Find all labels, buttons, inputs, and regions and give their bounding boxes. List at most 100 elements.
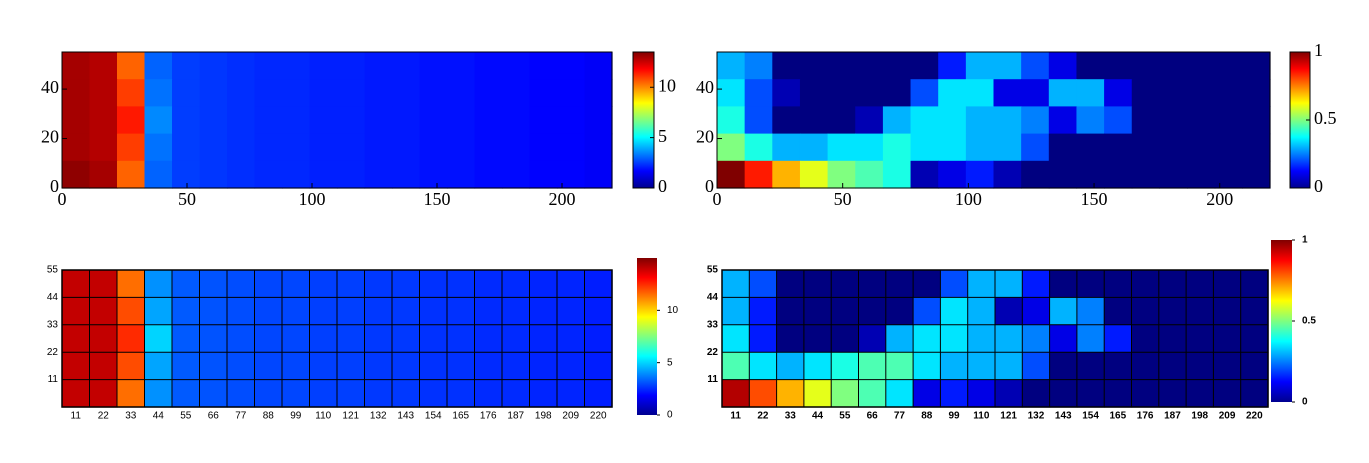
heat-cell bbox=[117, 297, 146, 326]
x-tick-label: 198 bbox=[535, 411, 552, 422]
heat-cell bbox=[62, 160, 91, 189]
heat-cell bbox=[749, 270, 778, 298]
heat-cell bbox=[89, 324, 118, 353]
heat-cell bbox=[584, 324, 613, 353]
y-tick-label: 11 bbox=[48, 374, 59, 385]
heat-cell bbox=[419, 270, 448, 298]
heat-cell bbox=[364, 106, 393, 135]
heat-cell bbox=[1104, 106, 1133, 135]
heat-cell bbox=[227, 324, 256, 353]
heat-cell bbox=[1131, 270, 1160, 298]
colorbar-tick-label: 0.5 bbox=[1302, 316, 1316, 327]
heat-cell bbox=[227, 270, 256, 298]
heat-cell bbox=[254, 79, 283, 107]
heat-cell bbox=[1104, 270, 1133, 298]
heat-cell bbox=[722, 379, 750, 408]
x-tick-label: 0 bbox=[58, 189, 67, 209]
heat-cell bbox=[364, 133, 393, 162]
heat-cell bbox=[1158, 270, 1187, 298]
x-tick-label: 77 bbox=[894, 411, 906, 422]
heat-cell bbox=[965, 133, 995, 162]
heat-cell bbox=[254, 379, 283, 408]
heat-cell bbox=[913, 270, 941, 298]
heat-cell bbox=[1214, 79, 1243, 107]
x-tick-label: 100 bbox=[955, 189, 982, 209]
heat-cell bbox=[89, 133, 118, 162]
x-tick-label: 100 bbox=[299, 189, 326, 209]
heat-cell bbox=[1213, 379, 1242, 408]
x-tick-label: 110 bbox=[973, 411, 990, 422]
heat-cell bbox=[172, 106, 201, 135]
heat-cell bbox=[474, 160, 503, 189]
heat-cell bbox=[995, 297, 1023, 326]
heat-cell bbox=[831, 297, 860, 326]
heat-cell bbox=[392, 352, 421, 381]
heat-cell bbox=[1214, 160, 1243, 189]
heat-cell bbox=[447, 160, 476, 189]
heat-cell bbox=[799, 52, 829, 80]
heat-cell bbox=[309, 133, 338, 162]
heat-cell bbox=[337, 379, 366, 408]
heat-cell bbox=[474, 379, 503, 408]
heat-cell bbox=[1076, 297, 1105, 326]
heat-cell bbox=[254, 106, 283, 135]
heat-cell bbox=[1186, 270, 1214, 298]
heat-cell bbox=[584, 79, 613, 107]
heat-cell bbox=[502, 160, 531, 189]
x-tick-label: 150 bbox=[424, 189, 451, 209]
heat-cell bbox=[1240, 324, 1269, 353]
heat-cell bbox=[803, 270, 832, 298]
heat-cell bbox=[282, 79, 311, 107]
heat-cell bbox=[1022, 297, 1051, 326]
heat-cell bbox=[557, 133, 586, 162]
heat-cell bbox=[117, 270, 146, 298]
x-tick-label: 33 bbox=[785, 411, 797, 422]
heat-cell bbox=[337, 133, 366, 162]
heat-cell bbox=[855, 79, 884, 107]
heat-cell bbox=[227, 160, 256, 189]
heat-cell bbox=[1076, 106, 1105, 135]
heat-cell bbox=[717, 106, 746, 135]
heat-cell bbox=[1131, 297, 1160, 326]
heat-cell bbox=[309, 270, 338, 298]
heat-cell bbox=[337, 352, 366, 381]
heat-cell bbox=[803, 352, 832, 381]
x-tick-label: 44 bbox=[153, 411, 165, 422]
x-tick-label: 99 bbox=[948, 411, 960, 422]
heat-cell bbox=[557, 160, 586, 189]
heat-cell bbox=[1021, 133, 1050, 162]
x-tick-label: 110 bbox=[315, 411, 331, 422]
heat-cell bbox=[1131, 324, 1160, 353]
x-tick-label: 220 bbox=[1246, 411, 1263, 422]
x-tick-label: 11 bbox=[71, 411, 82, 422]
heat-cell bbox=[172, 270, 201, 298]
heat-cell bbox=[1021, 106, 1050, 135]
heat-cell bbox=[447, 106, 476, 135]
heat-cell bbox=[199, 133, 228, 162]
heat-cell bbox=[965, 52, 995, 80]
heat-cell bbox=[227, 106, 256, 135]
heat-cell bbox=[227, 352, 256, 381]
heat-cell bbox=[940, 270, 969, 298]
heat-cell bbox=[199, 106, 228, 135]
heat-cell bbox=[584, 297, 613, 326]
heat-cell bbox=[392, 52, 421, 80]
heat-cell bbox=[1022, 379, 1051, 408]
heat-cell bbox=[117, 106, 146, 135]
heat-cell bbox=[1213, 297, 1242, 326]
x-tick-label: 154 bbox=[1082, 411, 1099, 422]
heat-cell bbox=[1104, 160, 1133, 189]
heat-cell bbox=[882, 160, 912, 189]
heat-cell bbox=[419, 160, 448, 189]
x-tick-label: 77 bbox=[235, 411, 247, 422]
heat-cell bbox=[419, 352, 448, 381]
heat-cell bbox=[254, 352, 283, 381]
heat-cell bbox=[89, 52, 118, 80]
heat-cell bbox=[364, 160, 393, 189]
heat-cell bbox=[1021, 52, 1050, 80]
heat-cell bbox=[309, 297, 338, 326]
heat-cell bbox=[855, 160, 884, 189]
x-tick-label: 22 bbox=[98, 411, 110, 422]
colorbar-tick-label: 5 bbox=[667, 357, 673, 368]
heat-cell bbox=[1022, 270, 1051, 298]
